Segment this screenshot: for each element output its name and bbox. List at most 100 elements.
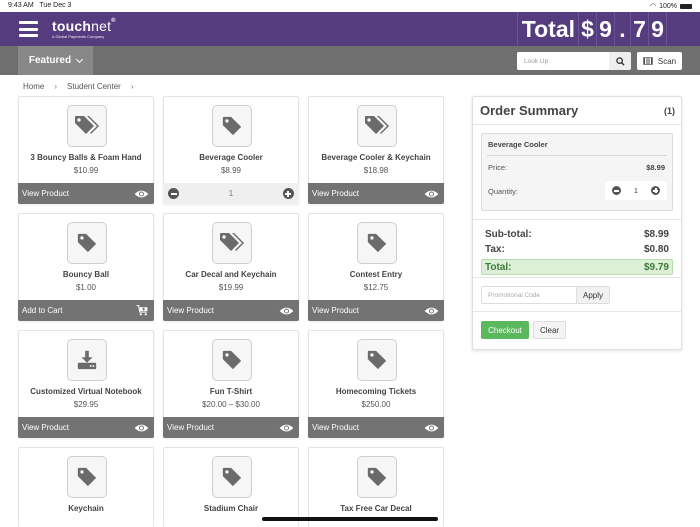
subtotal-value: $8.99 [643,229,669,240]
breadcrumb-home[interactable]: Home [23,82,45,91]
action-label: View Product [167,306,214,315]
divider [473,277,681,278]
clear-button[interactable]: Clear [533,321,566,339]
cart-plus-icon [136,304,149,317]
ios-status-bar: 9:43 AM Tue Dec 3 ◠ 100% [0,0,700,12]
menu-button[interactable] [19,21,38,37]
view-product-button[interactable]: View Product [308,300,444,321]
promo-code-input[interactable] [482,287,576,303]
product-icon-box [212,222,252,264]
view-product-button[interactable]: View Product [308,183,444,204]
view-product-button[interactable]: View Product [18,417,154,438]
eye-icon [424,189,439,199]
tax-row: Tax: $0.80 [481,244,673,259]
home-indicator[interactable] [262,517,438,521]
scan-label: Scan [657,56,677,66]
minus-circle-icon[interactable] [168,188,179,199]
battery-percent: 100% [659,2,677,10]
status-right: ◠ 100% [650,2,692,10]
status-time-date: 9:43 AM Tue Dec 3 [8,2,71,9]
featured-dropdown[interactable]: Featured [18,46,93,75]
product-name: Tax Free Car Decal [340,504,412,513]
product-icon-box [357,456,397,498]
action-label: View Product [312,189,359,198]
product-card[interactable]: Beverage Cooler $8.99 1 [163,96,299,204]
plus-circle-icon[interactable] [651,186,661,195]
total-row: Total: $9.79 [481,259,673,275]
tax-label: Tax: [485,244,505,255]
product-name: Bouncy Ball [62,270,110,279]
total-digit: 9 [596,12,614,46]
product-card[interactable]: Car Decal and Keychain $19.99 View Produ… [163,213,299,321]
add-to-cart-button[interactable]: Add to Cart [18,300,154,321]
product-price: $8.99 [220,166,242,175]
product-price: $20.00 – $30.00 [202,400,260,409]
battery-icon [680,3,692,9]
wifi-icon: ◠ [649,3,657,10]
quantity-value: 1 [228,189,234,198]
product-card[interactable]: Keychain [18,447,154,527]
logo-mark: ® [111,18,116,24]
minus-circle-icon[interactable] [611,186,621,195]
menu-bar [19,27,38,31]
product-icon-box [67,456,107,498]
product-icon-box [212,456,252,498]
view-product-button[interactable]: View Product [18,183,154,204]
status-time: 9:43 AM [8,2,34,9]
toolbar: Featured Scan [0,46,700,75]
eye-icon [134,189,149,199]
action-label: View Product [312,423,359,432]
breadcrumb-separator: › [54,82,58,91]
scan-button[interactable]: Scan [637,52,682,70]
product-card[interactable]: Bouncy Ball $1.00 Add to Cart [18,213,154,321]
tag-icon [76,232,98,254]
action-label: View Product [22,423,69,432]
tag-icon [221,349,243,371]
tag-icon [366,349,388,371]
product-card[interactable]: Tax Free Car Decal [308,447,444,527]
product-name: Beverage Cooler & Keychain [321,153,431,162]
subtotal-row: Sub-total: $8.99 [481,229,673,244]
view-product-button[interactable]: View Product [163,417,299,438]
view-product-button[interactable]: View Product [308,417,444,438]
breadcrumb: Home › Student Center › [23,82,134,91]
product-icon-box [357,339,397,381]
download-icon [76,349,98,371]
product-card[interactable]: Beverage Cooler & Keychain $18.98 View P… [308,96,444,204]
order-item-count: (1) [664,105,675,116]
product-card[interactable]: Stadium Chair [163,447,299,527]
promo-code-group: Apply [481,286,610,304]
action-label: View Product [312,306,359,315]
apply-button[interactable]: Apply [576,287,609,303]
quantity-value: 1 [633,186,639,195]
checkout-button[interactable]: Checkout [481,321,529,339]
product-name: Stadium Chair [203,504,259,513]
total-label: Total [516,12,578,46]
product-card[interactable]: Contest Entry $12.75 View Product [308,213,444,321]
eye-icon [134,423,149,433]
total-display: Total $ 9 . 7 9 [516,12,686,46]
product-card[interactable]: Customized Virtual Notebook $29.95 View … [18,330,154,438]
product-card[interactable]: Fun T-Shirt $20.00 – $30.00 View Product [163,330,299,438]
view-product-button[interactable]: View Product [163,300,299,321]
total-decimal: . [614,12,630,46]
logo-light: net [91,18,112,34]
plus-circle-icon[interactable] [282,188,294,199]
lookup-input[interactable] [517,52,609,70]
breadcrumb-student-center[interactable]: Student Center [67,82,121,91]
status-date: Tue Dec 3 [39,2,72,9]
product-name: 3 Bouncy Balls & Foam Hand [30,153,142,162]
product-card[interactable]: 3 Bouncy Balls & Foam Hand $10.99 View P… [18,96,154,204]
line-item-quantity-stepper: 1 [605,181,667,200]
line-item-name: Beverage Cooler [488,140,548,149]
product-price: $19.99 [218,283,244,292]
product-card[interactable]: Homecoming Tickets $250.00 View Product [308,330,444,438]
order-summary-header: Order Summary (1) [473,97,681,125]
tag-icon [221,466,243,488]
price-value: $8.99 [646,163,665,172]
product-grid: 3 Bouncy Balls & Foam Hand $10.99 View P… [18,96,446,527]
eye-icon [424,423,439,433]
tag-icon [366,466,388,488]
search-button[interactable] [609,52,631,70]
quantity-stepper: 1 [163,183,299,204]
